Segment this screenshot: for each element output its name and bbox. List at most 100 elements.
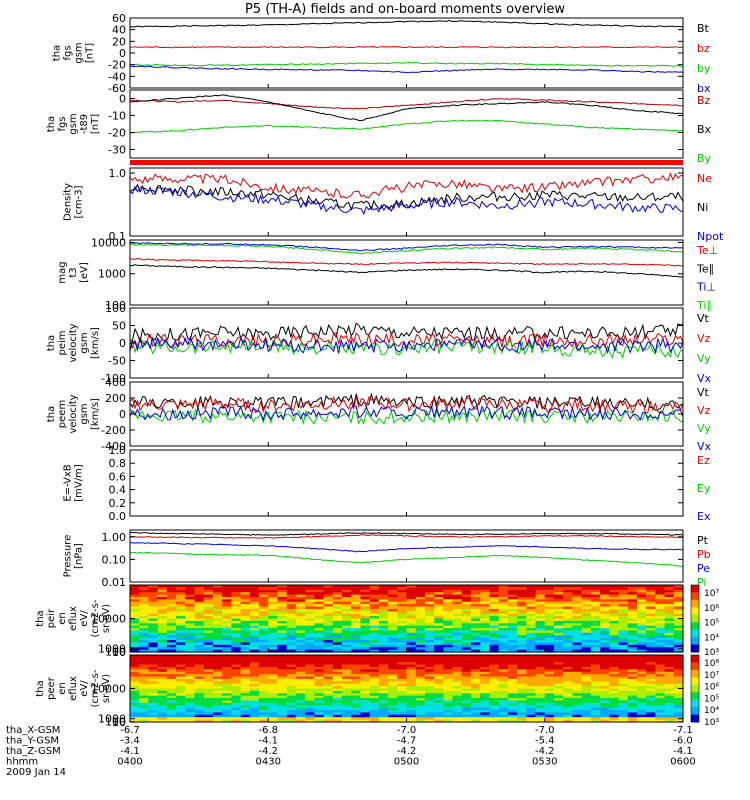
heatmap-cell (268, 606, 279, 610)
heatmap-cell (231, 596, 242, 600)
heatmap-cell (332, 594, 343, 598)
heatmap-cell (314, 717, 325, 721)
heatmap-cell (203, 606, 214, 610)
heatmap-cell (351, 594, 362, 598)
heatmap-cell (581, 589, 592, 593)
heatmap-cell (240, 606, 251, 610)
heatmap-cell (323, 714, 334, 718)
heatmap-cell (397, 649, 408, 653)
heatmap-cell (544, 630, 555, 634)
heatmap-cell (378, 647, 389, 651)
heatmap-cell (397, 659, 408, 663)
heatmap-cell (627, 695, 638, 699)
heatmap-cell (259, 620, 269, 624)
heatmap-cell (203, 712, 214, 716)
heatmap-cell (259, 594, 269, 598)
heatmap-cell (286, 700, 297, 704)
heatmap-cell (203, 674, 214, 678)
heatmap-cell (443, 585, 454, 588)
heatmap-cell (130, 659, 140, 663)
heatmap-cell (194, 681, 205, 685)
heatmap-cell (295, 592, 306, 596)
heatmap-cell (535, 671, 546, 675)
heatmap-cell (378, 604, 389, 608)
legend-label: By (697, 152, 712, 165)
heatmap-cell (406, 655, 417, 658)
heatmap-cell (664, 666, 675, 670)
heatmap-cell (139, 608, 150, 612)
heatmap-cell (176, 657, 186, 661)
heatmap-cell (489, 596, 500, 600)
heatmap-cell (553, 620, 564, 624)
heatmap-cell (581, 717, 592, 721)
heatmap-cell (664, 686, 675, 690)
heatmap-cell (323, 630, 334, 634)
heatmap-cell (259, 705, 269, 709)
heatmap-cell (480, 719, 491, 723)
heatmap-cell (600, 690, 610, 694)
heatmap-cell (480, 625, 491, 629)
heatmap-cell (388, 674, 398, 678)
heatmap-cell (461, 657, 472, 661)
heatmap-cell (286, 606, 297, 610)
heatmap-cell (369, 587, 380, 591)
heatmap-cell (544, 655, 555, 658)
heatmap-cell (627, 688, 638, 692)
heatmap-cell (600, 714, 610, 718)
heatmap-cell (424, 714, 435, 718)
y-axis-label-line: eflux (68, 676, 79, 701)
heatmap-cell (553, 707, 564, 711)
heatmap-cell (194, 623, 205, 627)
heatmap-cell (443, 710, 454, 714)
heatmap-cell (249, 657, 260, 661)
heatmap-cell (166, 693, 177, 697)
heatmap-cell (636, 618, 647, 622)
heatmap-cell (563, 637, 573, 641)
x-axis-value: -5.4 (535, 736, 555, 747)
heatmap-cell (369, 589, 380, 593)
heatmap-cell (618, 589, 629, 593)
heatmap-cell (415, 688, 426, 692)
heatmap-cell (240, 623, 251, 627)
heatmap-cell (563, 642, 573, 646)
heatmap-cell (388, 695, 398, 699)
heatmap-cell (212, 700, 223, 704)
heatmap-cell (406, 702, 417, 706)
heatmap-cell (572, 644, 583, 648)
heatmap-cell (471, 686, 481, 690)
y-tick-label: 10 (112, 646, 126, 659)
heatmap-cell (526, 657, 537, 661)
heatmap-cell (563, 669, 573, 673)
heatmap-cell (194, 714, 205, 718)
heatmap-cell (185, 594, 196, 598)
heatmap-cell (655, 690, 666, 694)
heatmap-cell (212, 625, 223, 629)
heatmap-cell (185, 616, 196, 620)
heatmap-cell (212, 623, 223, 627)
heatmap-cell (526, 686, 537, 690)
heatmap-cell (240, 611, 251, 615)
heatmap-cell (351, 698, 362, 702)
heatmap-cell (360, 719, 371, 723)
heatmap-cell (130, 649, 140, 653)
heatmap-cell (369, 688, 380, 692)
heatmap-cell (600, 585, 610, 588)
heatmap-cell (544, 693, 555, 697)
series-line-Pb (129, 534, 684, 539)
heatmap-cell (176, 719, 186, 723)
heatmap-cell (388, 644, 398, 648)
heatmap-cell (286, 613, 297, 617)
heatmap-cell (655, 688, 666, 692)
heatmap-cell (627, 690, 638, 694)
heatmap-cell (664, 642, 675, 646)
heatmap-cell (397, 594, 408, 598)
heatmap-cell (341, 637, 352, 641)
heatmap-cell (378, 678, 389, 682)
heatmap-cell (351, 671, 362, 675)
heatmap-cell (323, 674, 334, 678)
colorbar-tick-label: 10⁶ (704, 683, 719, 693)
y-axis-label: tha fgs gsm [nT] (52, 42, 96, 63)
heatmap-cell (286, 678, 297, 682)
heatmap-cell (434, 657, 444, 661)
heatmap-cell (572, 637, 583, 641)
